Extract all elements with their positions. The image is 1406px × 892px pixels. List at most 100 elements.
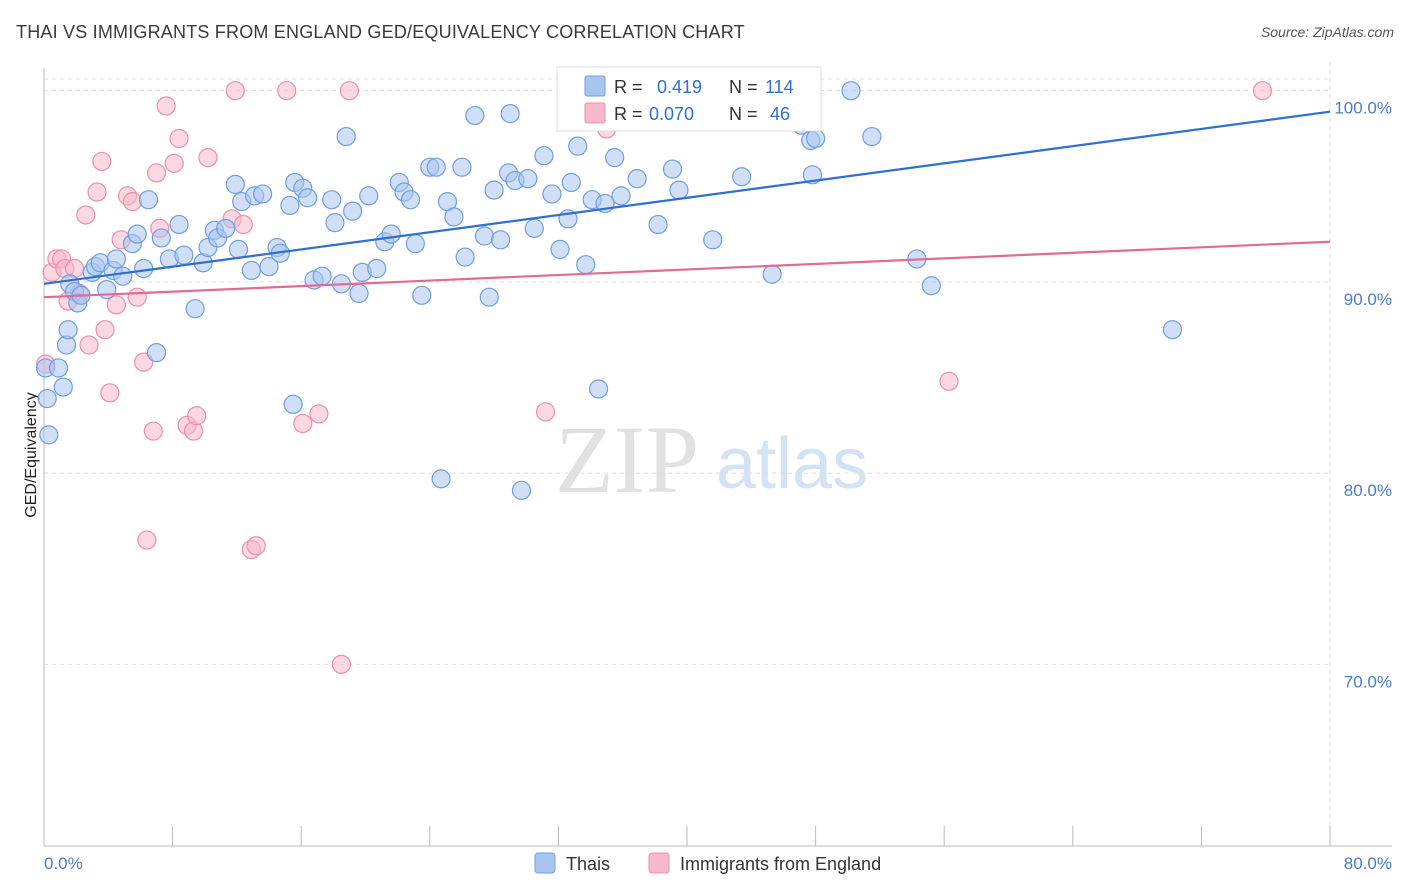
thais-point bbox=[762, 264, 782, 284]
england-point bbox=[1252, 81, 1273, 101]
thais-point bbox=[400, 190, 421, 210]
thais-point bbox=[280, 195, 300, 216]
watermark-zip: ZIP bbox=[555, 406, 699, 513]
thais-point bbox=[703, 230, 723, 250]
england-point bbox=[76, 205, 96, 225]
legend-n-value: 114 bbox=[765, 77, 794, 97]
thais-point bbox=[283, 394, 303, 414]
thais-point bbox=[805, 128, 826, 149]
thais-point bbox=[113, 266, 133, 286]
england-point bbox=[169, 128, 189, 149]
thais-point bbox=[412, 285, 432, 305]
thais-point bbox=[611, 186, 631, 206]
england-point bbox=[309, 404, 329, 424]
thais-point bbox=[39, 425, 59, 445]
y-axis-label: GED/Equivalency bbox=[23, 392, 40, 517]
y-tick-label: 90.0% bbox=[1344, 290, 1392, 309]
thais-point bbox=[732, 167, 752, 187]
legend-r-label: R = bbox=[614, 77, 643, 97]
thais-point bbox=[405, 234, 425, 254]
thais-point bbox=[455, 247, 475, 267]
trend-line-thais bbox=[43, 110, 1331, 285]
england-point bbox=[146, 163, 167, 183]
england-point bbox=[293, 413, 313, 434]
legend-bottom-swatch-england bbox=[648, 852, 670, 874]
thais-point bbox=[253, 184, 273, 204]
thais-point bbox=[169, 214, 189, 235]
thais-point bbox=[431, 469, 451, 489]
thais-point bbox=[524, 218, 544, 238]
thais-point bbox=[1162, 320, 1183, 340]
england-point bbox=[164, 153, 184, 173]
england-point bbox=[127, 287, 147, 307]
thais-point bbox=[312, 266, 332, 286]
legend-bottom-label-england: Immigrants from England bbox=[680, 854, 881, 874]
legend-bottom: Thais Immigrants from England bbox=[534, 852, 881, 874]
england-point bbox=[143, 421, 163, 441]
thais-point bbox=[228, 239, 249, 259]
thais-point bbox=[298, 188, 318, 208]
thais-point bbox=[669, 180, 689, 200]
trend-line-england bbox=[43, 240, 1331, 299]
england-point bbox=[79, 335, 99, 355]
thais-point bbox=[174, 245, 194, 265]
thais-point bbox=[127, 224, 147, 244]
axes bbox=[43, 68, 1392, 847]
thais-point bbox=[106, 249, 126, 269]
thais-point bbox=[225, 174, 245, 194]
thais-point bbox=[511, 480, 532, 500]
thais-point bbox=[381, 224, 401, 244]
thais-point bbox=[484, 180, 504, 200]
thais-point bbox=[490, 230, 511, 250]
thais-point bbox=[474, 226, 495, 246]
thais-point bbox=[465, 105, 485, 126]
england-point bbox=[331, 654, 351, 674]
thais-point bbox=[576, 255, 596, 275]
england-point bbox=[156, 96, 176, 116]
legend-n-value: 46 bbox=[770, 104, 790, 124]
england-point bbox=[134, 352, 154, 372]
legend-bottom-label-thais: Thais bbox=[566, 854, 610, 874]
thais-point bbox=[37, 388, 57, 409]
thais-point bbox=[627, 169, 647, 189]
thais-point bbox=[862, 126, 882, 147]
thais-point bbox=[216, 218, 236, 238]
thais-point bbox=[138, 190, 159, 210]
thais-point bbox=[648, 214, 668, 235]
england-point bbox=[939, 371, 959, 391]
thais-point bbox=[48, 358, 69, 378]
legend-top: R = 0.419 N = 114 R = 0.070 N = 46 bbox=[556, 66, 822, 132]
england-point bbox=[535, 402, 556, 422]
thais-point bbox=[542, 184, 562, 204]
thais-point bbox=[479, 287, 499, 307]
thais-point bbox=[518, 169, 538, 189]
thais-point bbox=[53, 377, 73, 397]
england-point bbox=[92, 151, 112, 172]
source-credit: Source: ZipAtlas.com bbox=[1260, 24, 1394, 40]
thais-point bbox=[349, 283, 369, 303]
thais-point bbox=[561, 172, 581, 193]
thais-point bbox=[426, 157, 446, 177]
thais-point bbox=[185, 299, 205, 319]
chart-title: THAI VS IMMIGRANTS FROM ENGLAND GED/EQUI… bbox=[16, 22, 745, 42]
thais-point bbox=[343, 201, 363, 221]
england-point bbox=[106, 295, 126, 315]
thais-point bbox=[322, 190, 342, 210]
thais-point bbox=[259, 257, 279, 277]
series-immigrants-england-points bbox=[36, 81, 1273, 674]
legend-r-value: 0.419 bbox=[657, 77, 702, 97]
y-tick-labels: 70.0% 80.0% 90.0% 100.0% bbox=[1334, 99, 1392, 692]
thais-point bbox=[568, 136, 588, 156]
trend-lines bbox=[43, 110, 1331, 299]
thais-point bbox=[500, 104, 520, 124]
y-tick-label: 80.0% bbox=[1344, 481, 1392, 500]
thais-point bbox=[359, 186, 379, 206]
watermark-atlas: atlas bbox=[716, 424, 868, 504]
legend-bottom-swatch-thais bbox=[534, 852, 556, 874]
legend-swatch-england bbox=[584, 102, 606, 124]
thais-point bbox=[662, 159, 683, 179]
y-tick-label: 100.0% bbox=[1334, 99, 1392, 118]
thais-point bbox=[588, 379, 609, 399]
thais-point bbox=[134, 258, 154, 279]
